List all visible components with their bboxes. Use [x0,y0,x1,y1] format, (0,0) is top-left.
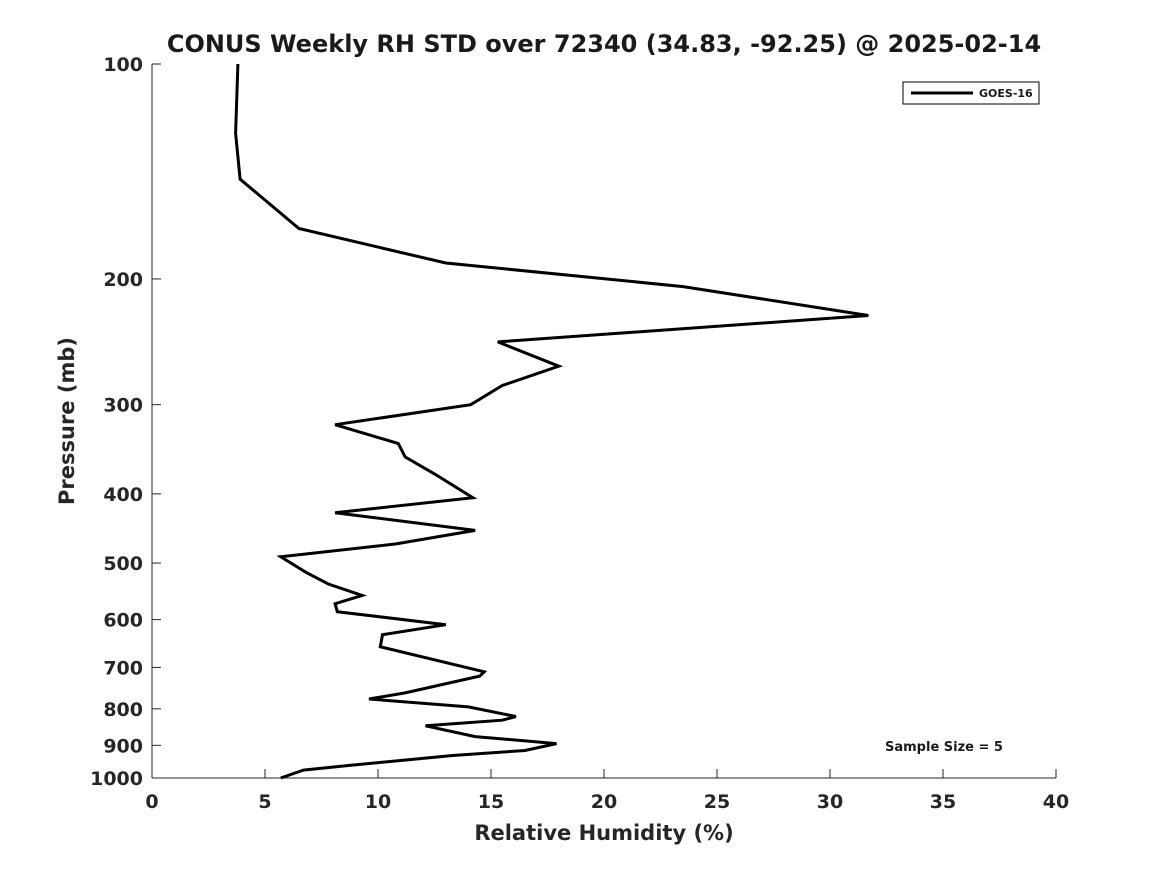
x-tick-label: 40 [1043,791,1069,813]
y-tick-label: 400 [103,484,143,506]
series-line-goes-16 [234,63,869,780]
x-tick-label: 5 [258,791,271,813]
series-layer [234,63,869,780]
chart-title: CONUS Weekly RH STD over 72340 (34.83, -… [167,30,1041,58]
x-tick-label: 20 [591,791,617,813]
x-tick-label: 25 [704,791,730,813]
legend-label-goes-16: GOES-16 [979,87,1033,100]
sample-size-annotation: Sample Size = 5 [885,740,1003,755]
y-tick-label: 800 [103,699,143,721]
y-tick-label: 300 [103,395,143,417]
y-tick-label: 100 [103,54,143,76]
y-tick-label: 1000 [90,768,143,790]
legend: GOES-16 [902,81,1040,105]
x-tick-label: 10 [365,791,391,813]
x-tick-label: 0 [145,791,158,813]
x-tick-label: 30 [817,791,843,813]
y-tick-label: 900 [103,735,143,757]
y-axis: 100 200 300 400 500 600 700 800 900 1000 [90,54,161,790]
y-axis-label: Pressure (mb) [55,337,79,505]
x-tick-label: 35 [930,791,956,813]
y-tick-label: 700 [103,657,143,679]
x-axis: 0 5 10 15 20 25 30 35 40 [145,769,1069,813]
y-tick-label: 200 [103,269,143,291]
y-tick-label: 500 [103,553,143,575]
x-axis-label: Relative Humidity (%) [474,821,733,845]
y-tick-label: 600 [103,610,143,632]
x-tick-label: 15 [478,791,504,813]
